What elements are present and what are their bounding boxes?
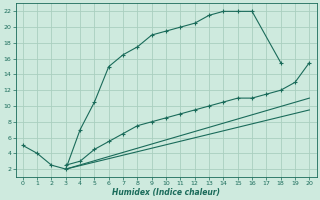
X-axis label: Humidex (Indice chaleur): Humidex (Indice chaleur) <box>112 188 220 197</box>
